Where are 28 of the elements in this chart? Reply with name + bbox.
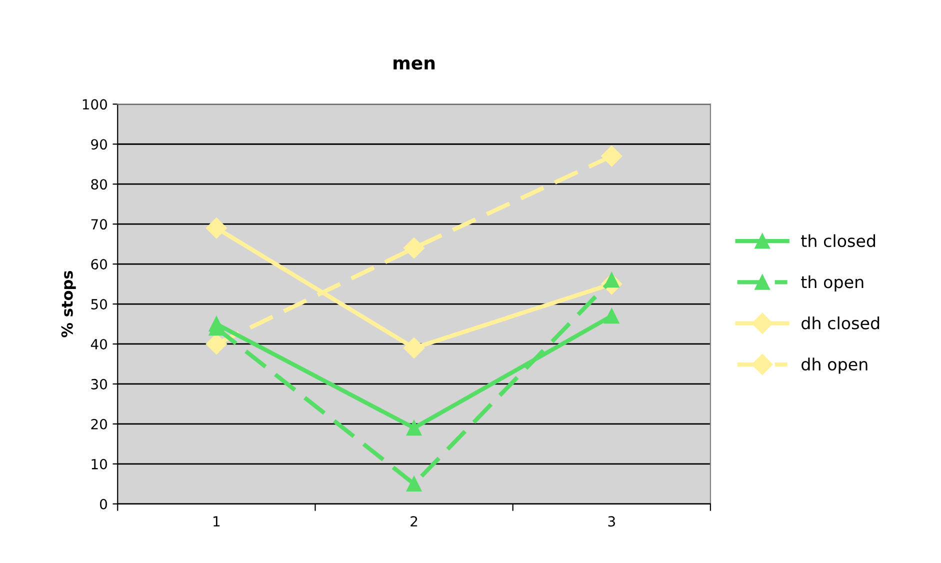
y-tick-label: 100 [82, 99, 107, 110]
y-tick-label: 0 [100, 498, 107, 510]
y-tick-label: 20 [91, 418, 107, 430]
point [406, 420, 422, 436]
x-tick-label: 1 [214, 516, 220, 526]
point [406, 476, 422, 492]
point [208, 316, 224, 332]
point [601, 146, 622, 167]
point [206, 218, 227, 239]
y-axis-title: % stops [61, 270, 76, 338]
x-tick-label: 3 [608, 516, 615, 527]
legend-label: th closed [801, 234, 876, 248]
y-tick-label: 70 [91, 219, 107, 230]
x-tick-label: 2 [410, 516, 418, 526]
y-tick-label: 40 [90, 338, 107, 350]
point [604, 308, 620, 324]
legend-label: dh open [802, 358, 868, 374]
chart-title: men [394, 59, 435, 70]
y-tick-label: 80 [91, 179, 107, 190]
y-tick-label: 10 [92, 458, 107, 470]
point [404, 337, 425, 359]
legend-label: th open [801, 275, 864, 292]
y-tick-label: 60 [91, 259, 107, 270]
point [404, 238, 425, 259]
y-tick-label: 30 [91, 378, 107, 390]
legend-label: dh closed [802, 316, 880, 330]
y-tick-label: 50 [91, 298, 107, 310]
y-tick-label: 90 [91, 139, 107, 150]
